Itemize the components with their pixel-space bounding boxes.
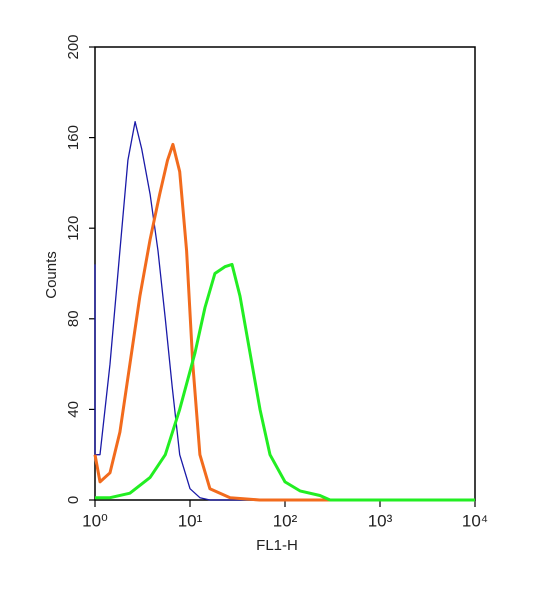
series-line <box>95 262 475 502</box>
y-axis-label: Counts <box>43 251 60 299</box>
y-tick-label: 120 <box>65 216 82 241</box>
x-axis-label: FL1-H <box>256 537 298 554</box>
y-tick-label: 0 <box>65 496 82 504</box>
y-tick-label: 80 <box>65 310 82 327</box>
x-tick-label: 10⁴ <box>462 511 488 530</box>
y-tick-label: 200 <box>65 34 82 59</box>
y-tick-label: 160 <box>65 125 82 150</box>
series-line <box>93 142 475 502</box>
x-tick-label: 10² <box>273 511 298 530</box>
y-tick-label: 40 <box>65 401 82 418</box>
x-tick-label: 10¹ <box>178 511 203 530</box>
x-tick-label: 10⁰ <box>82 511 108 530</box>
series-line <box>94 121 475 501</box>
plot-frame <box>94 46 476 501</box>
x-tick-label: 10³ <box>368 511 393 530</box>
